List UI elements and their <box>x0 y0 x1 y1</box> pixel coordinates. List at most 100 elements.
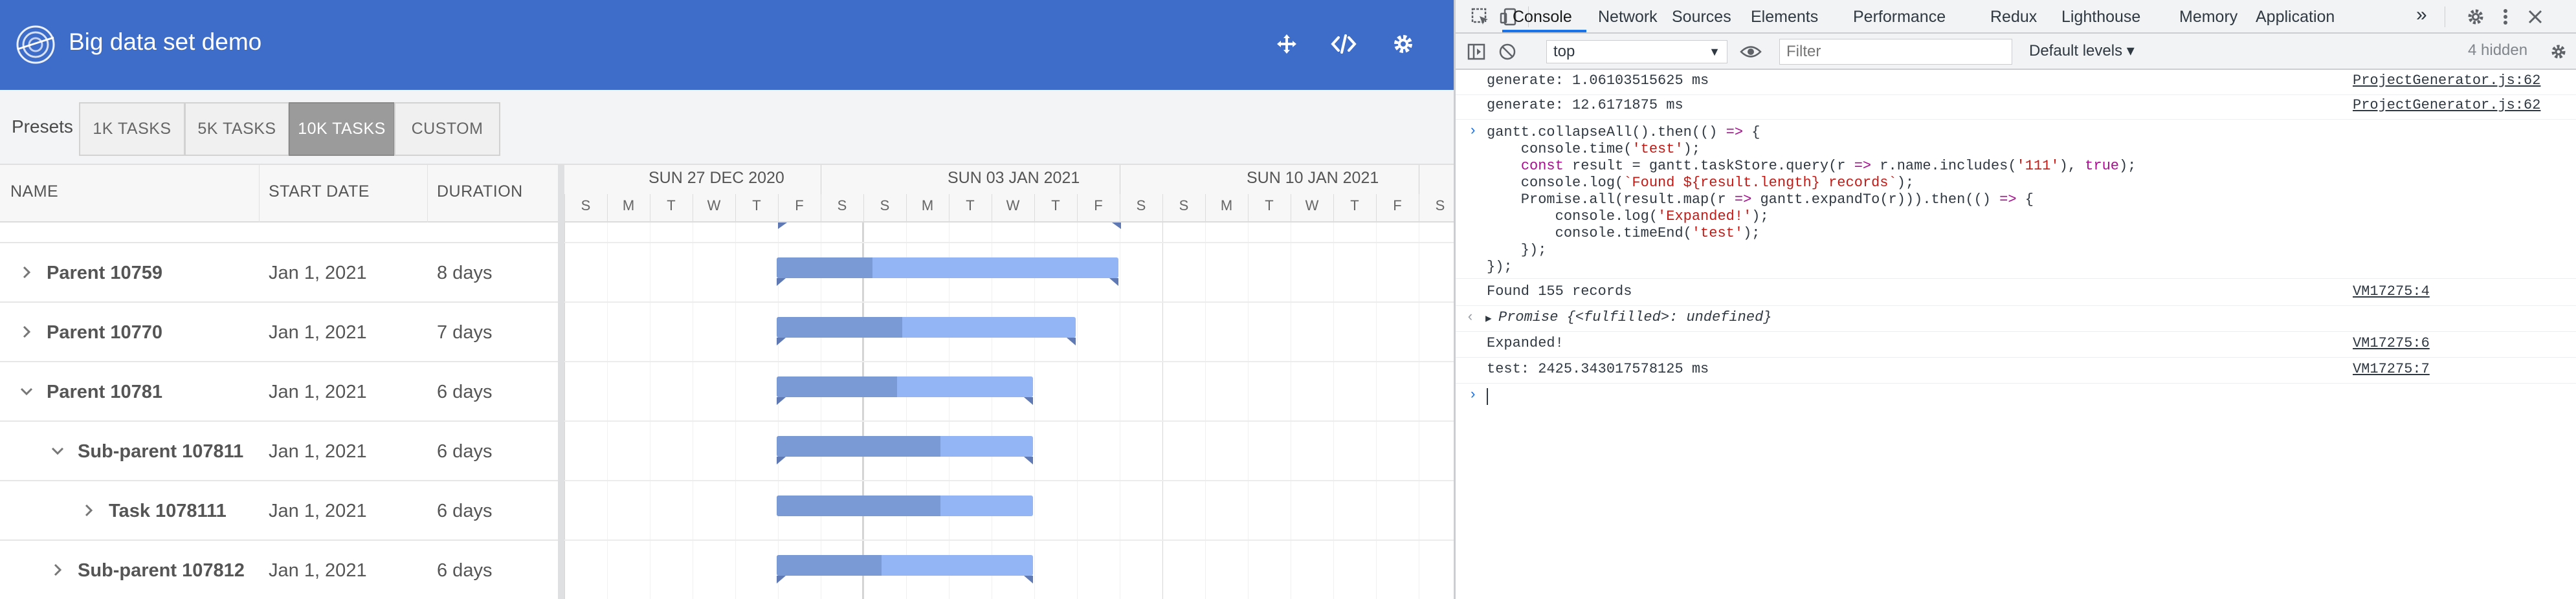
move-icon[interactable] <box>1272 30 1301 58</box>
code-line: Promise.all(result.map(r => gantt.expand… <box>1487 191 2034 208</box>
task-name: Task 1078111 <box>109 501 227 521</box>
tab-application[interactable]: Application <box>2256 8 2335 26</box>
console-command-code: gantt.collapseAll().then(() => { console… <box>1487 124 2136 276</box>
sidebar-toggle-icon[interactable] <box>1465 40 1488 63</box>
collapse-chevron-icon[interactable] <box>17 382 36 401</box>
grid-splitter[interactable] <box>558 165 564 599</box>
tab-elements[interactable]: Elements <box>1751 8 1819 26</box>
day-divider <box>735 194 736 223</box>
task-bar[interactable] <box>777 496 1033 516</box>
console-settings-icon[interactable] <box>2547 40 2570 63</box>
console-divider <box>1456 331 2576 332</box>
settings-gear-icon[interactable] <box>1389 30 1417 58</box>
settings-gear-icon[interactable] <box>2464 5 2487 28</box>
task-progress <box>777 376 898 397</box>
day-gridline <box>1376 223 1377 599</box>
table-row[interactable]: Parent 10770 Jan 1, 2021 7 days <box>0 303 558 362</box>
preset-10k-button[interactable]: 10K TASKS <box>289 102 395 156</box>
clear-console-icon[interactable] <box>1496 40 1519 63</box>
today-line <box>862 223 863 599</box>
tab-redux[interactable]: Redux <box>1990 8 2037 26</box>
log-source-link[interactable]: VM17275:4 <box>2353 283 2430 300</box>
more-options-icon[interactable] <box>2494 5 2517 28</box>
console-filter-input[interactable] <box>1779 39 2012 65</box>
console-prompt-icon: › <box>1469 387 1478 403</box>
log-source-link[interactable]: ProjectGenerator.js:62 <box>2353 72 2541 89</box>
task-bar[interactable] <box>777 257 1118 286</box>
log-source-link[interactable]: VM17275:7 <box>2353 361 2430 377</box>
log-source-link[interactable]: VM17275:6 <box>2353 335 2430 351</box>
table-row[interactable]: Parent 10759 Jan 1, 2021 8 days <box>0 243 558 303</box>
expand-triangle-icon[interactable]: ▶ <box>1485 313 1492 325</box>
task-start-date: Jan 1, 2021 <box>269 322 367 343</box>
task-progress <box>777 317 903 338</box>
row-gridline <box>564 480 1454 481</box>
day-label: F <box>795 197 804 213</box>
active-tab-indicator <box>1502 30 1586 32</box>
day-divider <box>778 194 779 223</box>
column-divider[interactable] <box>259 165 260 223</box>
day-divider <box>1376 194 1377 223</box>
column-header-name[interactable]: NAME <box>10 182 59 201</box>
day-label: T <box>1350 197 1359 213</box>
log-levels-dropdown[interactable]: Default levels ▾ <box>2029 42 2135 60</box>
day-divider <box>607 194 608 223</box>
tab-sources[interactable]: Sources <box>1672 8 1731 26</box>
preset-5k-button[interactable]: 5K TASKS <box>184 102 289 156</box>
day-label: M <box>1220 197 1233 213</box>
day-label: M <box>622 197 635 213</box>
tab-performance[interactable]: Performance <box>1853 8 1946 26</box>
tab-lighthouse[interactable]: Lighthouse <box>2061 8 2141 26</box>
table-row[interactable]: Sub-parent 107811 Jan 1, 2021 6 days <box>0 422 558 481</box>
more-tabs-button[interactable]: » <box>2416 4 2427 25</box>
tab-console[interactable]: Console <box>1513 8 1572 26</box>
task-bar[interactable] <box>777 317 1076 345</box>
console-divider <box>1456 278 2576 279</box>
day-divider <box>863 194 864 223</box>
context-select[interactable]: top ▼ <box>1546 40 1727 63</box>
preset-1k-button[interactable]: 1K TASKS <box>79 102 185 156</box>
code-icon[interactable] <box>1329 30 1358 58</box>
expand-chevron-icon[interactable] <box>17 263 36 282</box>
task-start-date: Jan 1, 2021 <box>269 560 367 581</box>
task-bar[interactable] <box>777 376 1033 405</box>
tab-network[interactable]: Network <box>1598 8 1658 26</box>
task-bar[interactable] <box>777 436 1033 464</box>
code-line: const result = gantt.taskStore.query(r =… <box>1520 158 2137 174</box>
day-label: M <box>921 197 934 213</box>
expand-chevron-icon[interactable] <box>79 501 98 520</box>
column-header-start-date[interactable]: START DATE <box>269 182 370 201</box>
expand-chevron-icon[interactable] <box>17 322 36 342</box>
table-row[interactable]: Task 1078111 Jan 1, 2021 6 days <box>0 481 558 541</box>
preset-custom-button[interactable]: CUSTOM <box>394 102 500 156</box>
table-row[interactable]: Parent 10781 Jan 1, 2021 6 days <box>0 362 558 422</box>
log-text: Expanded! <box>1487 335 1564 351</box>
day-gridline <box>735 223 736 599</box>
app-header: Big data set demo <box>0 0 1454 90</box>
collapse-chevron-icon[interactable] <box>48 441 67 461</box>
day-label: W <box>1006 197 1020 213</box>
table-row[interactable]: Sub-parent 107812 Jan 1, 2021 6 days <box>0 541 558 599</box>
day-label: S <box>1435 197 1445 213</box>
day-divider <box>1333 194 1334 223</box>
task-bar[interactable] <box>777 555 1033 583</box>
close-icon[interactable] <box>2524 5 2547 28</box>
schedule-body[interactable] <box>564 223 1454 599</box>
task-duration: 6 days <box>437 560 493 581</box>
day-gridline <box>1248 223 1249 599</box>
inspect-element-icon[interactable] <box>1469 5 1492 28</box>
log-source-link[interactable]: ProjectGenerator.js:62 <box>2353 97 2541 113</box>
day-gridline <box>1077 223 1078 599</box>
column-header-duration[interactable]: DURATION <box>437 182 523 201</box>
eye-icon[interactable] <box>1738 40 1764 63</box>
text-cursor[interactable] <box>1487 388 1488 405</box>
result-return-icon: ‹ <box>1466 309 1475 325</box>
parent-bar-cap-right <box>1024 457 1033 464</box>
device-toolbar-icon[interactable] <box>1497 5 1520 28</box>
column-divider[interactable] <box>427 165 428 223</box>
expand-chevron-icon[interactable] <box>48 560 67 580</box>
task-start-date: Jan 1, 2021 <box>269 382 367 402</box>
day-divider <box>906 194 907 223</box>
week-gridline <box>863 223 864 599</box>
tab-memory[interactable]: Memory <box>2179 8 2238 26</box>
